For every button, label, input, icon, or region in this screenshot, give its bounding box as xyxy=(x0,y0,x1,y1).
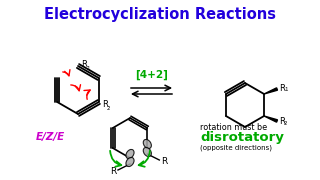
Ellipse shape xyxy=(126,158,134,166)
Ellipse shape xyxy=(143,140,151,148)
Text: 2: 2 xyxy=(284,121,288,126)
Text: 2: 2 xyxy=(107,106,110,111)
Text: R: R xyxy=(279,84,285,93)
Text: rotation must be: rotation must be xyxy=(200,123,267,132)
Text: R: R xyxy=(161,156,168,165)
Text: disrotatory: disrotatory xyxy=(200,132,284,145)
Text: R: R xyxy=(279,118,285,127)
Text: (opposite directions): (opposite directions) xyxy=(200,145,272,151)
Text: E/Z/E: E/Z/E xyxy=(36,132,65,142)
Text: R: R xyxy=(81,60,87,69)
Text: 1: 1 xyxy=(284,87,288,92)
Text: 1: 1 xyxy=(86,66,90,71)
Polygon shape xyxy=(264,88,277,94)
Text: R: R xyxy=(110,166,116,176)
Polygon shape xyxy=(264,116,277,122)
Ellipse shape xyxy=(126,149,134,159)
Text: Electrocyclization Reactions: Electrocyclization Reactions xyxy=(44,7,276,22)
Text: [4+2]: [4+2] xyxy=(135,70,168,80)
Text: R: R xyxy=(102,100,108,109)
Ellipse shape xyxy=(143,147,151,157)
